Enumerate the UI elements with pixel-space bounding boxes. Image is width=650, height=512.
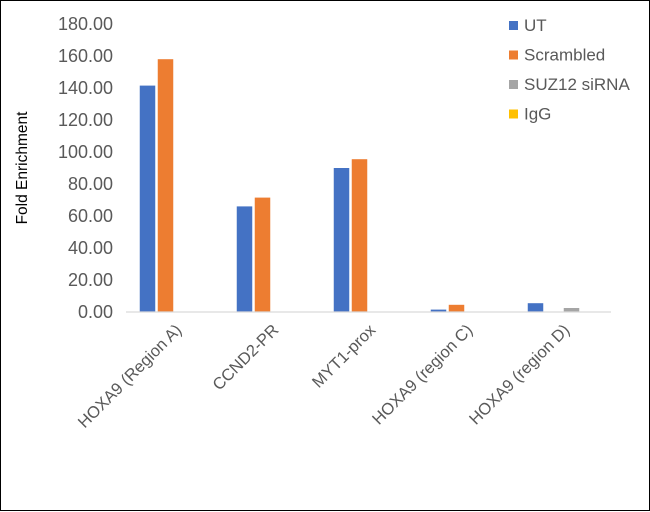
bar-scrambled bbox=[448, 304, 465, 312]
y-axis-label: Fold Enrichment bbox=[14, 111, 31, 225]
legend-label: Scrambled bbox=[524, 46, 605, 65]
y-axis-ticks: 0.00 20.00 40.00 60.00 80.00 100.00 120.00 140.… bbox=[58, 14, 113, 322]
y-tick-label: 100.00 bbox=[58, 142, 113, 162]
y-tick-label: 180.00 bbox=[58, 14, 113, 34]
bar-scrambled bbox=[254, 197, 271, 312]
x-category-label: HOXA9 (Region A) bbox=[75, 321, 186, 432]
legend-swatch bbox=[509, 21, 518, 30]
bar-scrambled bbox=[351, 159, 368, 312]
bar-ut bbox=[236, 206, 253, 312]
y-tick-label: 20.00 bbox=[68, 270, 113, 290]
x-category-label: CCND2-PR bbox=[209, 321, 282, 394]
legend-label: IgG bbox=[524, 105, 551, 124]
y-tick-label: 140.00 bbox=[58, 78, 113, 98]
bar-ut bbox=[527, 303, 544, 312]
y-tick-label: 0.00 bbox=[78, 302, 113, 322]
x-category-label: HOXA9 (region D) bbox=[466, 321, 573, 428]
bar-ut bbox=[333, 168, 350, 312]
bar-ut bbox=[430, 309, 447, 312]
bar-ut bbox=[139, 85, 156, 312]
x-category-label: MYT1-prox bbox=[309, 321, 380, 392]
legend-label: SUZ12 siRNA bbox=[524, 75, 630, 94]
x-category-label: HOXA9 (region C) bbox=[369, 321, 476, 428]
legend-swatch bbox=[509, 109, 518, 119]
y-tick-label: 80.00 bbox=[68, 174, 113, 194]
y-tick-label: 40.00 bbox=[68, 238, 113, 258]
bar-suz12-sirna bbox=[563, 308, 580, 312]
y-tick-label: 160.00 bbox=[58, 46, 113, 66]
legend-swatch bbox=[509, 50, 518, 60]
y-tick-label: 120.00 bbox=[58, 110, 113, 130]
legend-swatch bbox=[509, 80, 518, 89]
y-tick-label: 60.00 bbox=[68, 206, 113, 226]
bars bbox=[139, 59, 580, 313]
legend-label: UT bbox=[524, 16, 547, 35]
bar-scrambled bbox=[157, 59, 174, 313]
legend: UT Scrambled SUZ12 siRNA IgG bbox=[509, 16, 630, 124]
